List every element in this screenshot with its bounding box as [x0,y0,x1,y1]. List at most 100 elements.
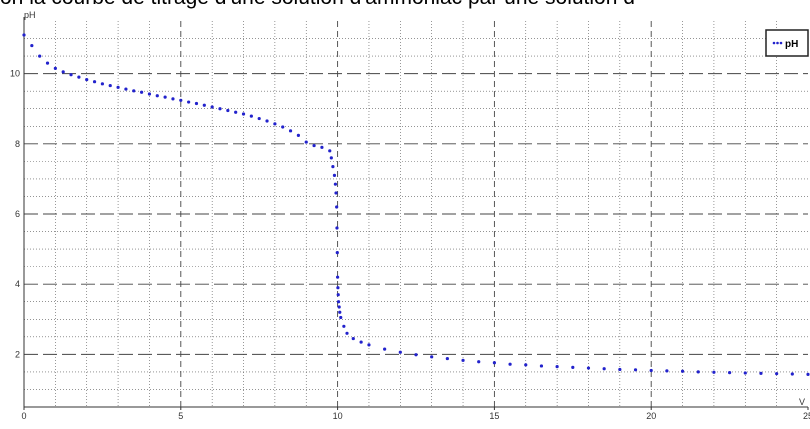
plot-grid [24,21,808,407]
y-axis-label: pH [24,10,36,20]
data-point [680,369,685,373]
data-point [759,371,763,375]
y-tick-label: 10 [10,69,20,79]
data-point [335,205,339,209]
data-point [108,83,112,88]
data-point [69,73,73,77]
data-point [187,100,191,104]
data-point [508,362,512,366]
data-point [249,114,253,118]
data-point [53,66,57,70]
data-point [61,70,65,74]
data-point [398,350,402,354]
data-point [273,122,277,126]
data-point [539,364,544,368]
data-point [163,95,167,99]
legend-label: pH [785,39,798,50]
data-point [336,293,340,297]
data-point [602,367,606,371]
data-point [288,129,293,133]
data-point [147,92,152,96]
data-point [383,347,387,351]
x-tick-label: 15 [489,411,499,421]
data-point [339,315,343,320]
data-point [524,363,528,367]
data-point [555,365,559,369]
data-point [477,360,481,364]
data-point [633,368,638,372]
data-point [430,355,434,359]
data-point [345,331,349,335]
data-points [22,33,810,376]
data-point [92,80,97,84]
plot-axes [23,17,808,408]
x-tick-label: 5 [178,411,183,421]
data-point [124,87,128,91]
data-point [210,105,214,109]
data-point [140,90,144,94]
legend-marker [772,41,776,45]
data-point [728,371,732,375]
legend: pH [765,29,809,57]
data-point [100,82,104,86]
data-point [329,156,333,160]
data-point [328,149,332,153]
data-point [218,107,222,111]
data-point [342,324,346,328]
data-point [320,145,324,149]
data-point [77,75,81,79]
x-tick-label: 0 [21,411,26,421]
data-point [336,275,340,279]
data-point [265,119,269,123]
data-point [571,365,575,369]
data-point [665,369,669,373]
data-point [414,353,418,357]
chart-title: on la courbe de titrage d'une solution d… [0,0,810,10]
data-point [586,366,591,370]
data-point [445,356,449,361]
data-point [194,101,199,106]
data-point [775,372,779,376]
data-point [331,165,335,169]
data-point [790,372,794,376]
data-point [155,94,159,98]
data-point [234,110,238,114]
data-point [334,191,338,195]
data-point [649,368,653,373]
data-point [132,89,136,93]
data-point [743,371,747,375]
x-tick-label: 10 [333,411,343,421]
x-axis-label: V [799,397,805,407]
x-tick-label: 20 [646,411,656,421]
data-point [338,310,342,314]
y-tick-label: 6 [15,209,20,219]
data-point [336,300,341,304]
data-point [85,78,89,82]
data-point [296,133,300,137]
data-point [806,372,810,376]
data-point [257,116,261,121]
data-point [335,251,339,255]
data-point [312,143,316,148]
data-point [30,43,34,48]
x-tick-label: 25 [803,411,810,421]
tick-labels: 0 5 10 15 20 25 2 4 6 8 10 [10,69,810,421]
data-point [241,112,246,116]
data-point [618,367,622,372]
data-point [335,226,339,230]
data-point [281,125,285,129]
y-tick-label: 2 [15,349,20,359]
data-point [337,305,341,309]
data-point [336,286,340,290]
data-point [45,61,50,65]
data-point [171,97,175,101]
data-point [226,108,230,113]
data-point [202,103,206,107]
legend-marker [779,41,783,45]
data-point [367,343,371,347]
data-point [304,140,308,144]
data-point [116,85,120,89]
legend-marker [776,41,779,45]
data-point [712,370,716,374]
